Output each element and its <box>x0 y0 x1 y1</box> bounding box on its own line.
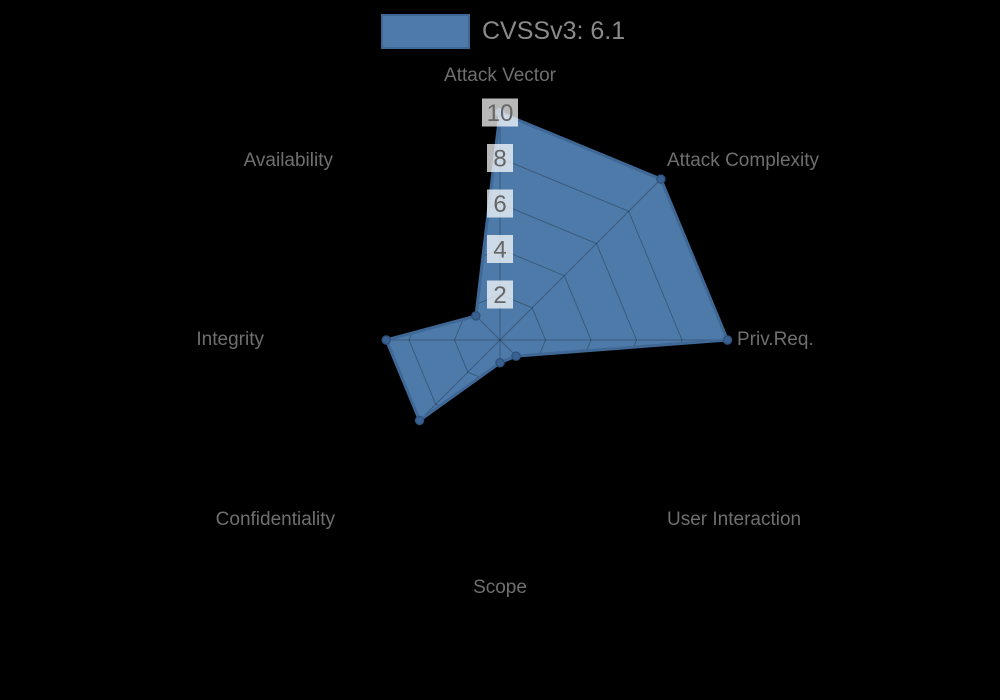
axis-label-availability: Availability <box>243 150 333 171</box>
axis-label-integrity: Integrity <box>196 329 264 350</box>
axis-label-attack-complexity: Attack Complexity <box>667 150 820 171</box>
svg-text:4: 4 <box>493 237 506 264</box>
axis-label-confidentiality: Confidentiality <box>215 509 335 530</box>
axis-label-user-interaction: User Interaction <box>667 509 802 530</box>
axis-label-priv-req: Priv.Req. <box>737 329 814 350</box>
axis-label-attack-vector: Attack Vector <box>444 65 556 86</box>
svg-text:2: 2 <box>493 282 506 309</box>
axis-label-scope: Scope <box>473 577 527 598</box>
svg-text:10: 10 <box>487 100 514 127</box>
svg-text:6: 6 <box>493 191 506 218</box>
svg-text:8: 8 <box>493 146 506 173</box>
legend-swatch <box>381 14 470 49</box>
legend-label: CVSSv3: 6.1 <box>482 17 626 45</box>
legend[interactable]: CVSSv3: 6.1 <box>381 14 625 49</box>
